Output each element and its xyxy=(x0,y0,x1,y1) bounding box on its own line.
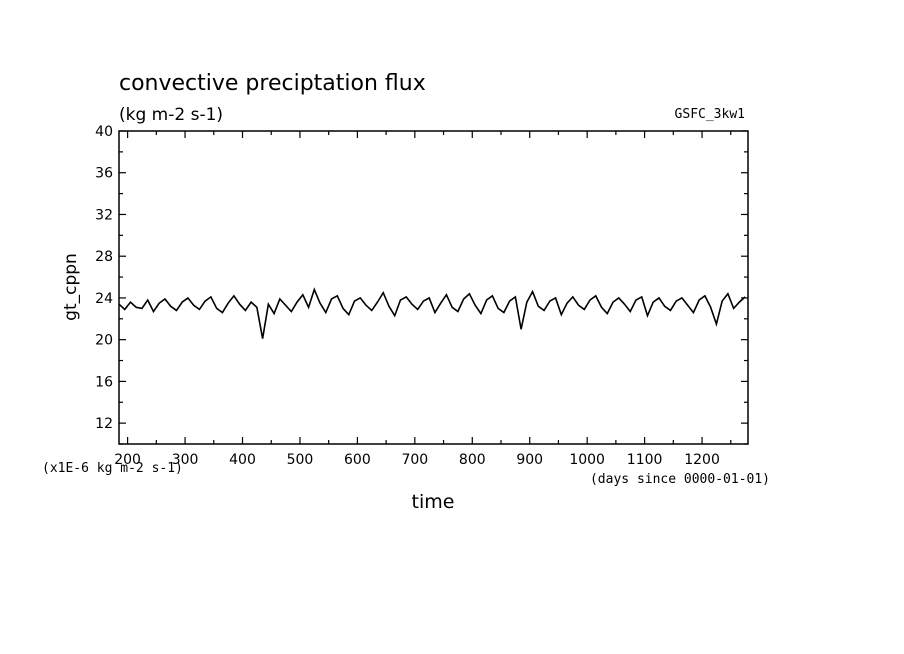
y-axis: 12 16 20 24 28 32 36 40 xyxy=(95,124,748,445)
chart-subtitle: (kg m-2 s-1) xyxy=(119,105,223,125)
x-tick-label: 1000 xyxy=(569,452,605,468)
y-tick-label: 36 xyxy=(95,166,113,182)
y-axis-label: gt_cppn xyxy=(61,253,81,321)
x-tick-label: 800 xyxy=(459,452,486,468)
y-tick-label: 28 xyxy=(95,249,113,265)
y-tick-label: 40 xyxy=(95,124,113,140)
y-tick-label: 12 xyxy=(95,416,113,432)
chart-title: convective preciptation flux xyxy=(119,71,426,96)
x-tick-label: 1100 xyxy=(627,452,663,468)
x-axis-label: time xyxy=(412,491,455,513)
x-tick-label: 900 xyxy=(516,452,543,468)
run-annotation: GSFC_3kw1 xyxy=(675,107,745,122)
series-line-gt-cppn xyxy=(118,287,746,339)
plot-frame xyxy=(118,130,749,445)
x-tick-label: 700 xyxy=(401,452,428,468)
y-unit-label: (x1E-6 kg m-2 s-1) xyxy=(42,461,183,476)
x-tick-label: 200 xyxy=(114,452,141,468)
x-unit-label: (days since 0000-01-01) xyxy=(590,472,770,487)
x-axis: 200 300 400 500 600 700 800 900 1000 1100 1200 xyxy=(114,131,732,468)
x-tick-label: 300 xyxy=(172,452,199,468)
y-tick-label: 16 xyxy=(95,374,113,390)
y-tick-label: 20 xyxy=(95,333,113,349)
x-tick-label: 500 xyxy=(287,452,314,468)
x-tick-label: 1200 xyxy=(684,452,720,468)
x-tick-label: 600 xyxy=(344,452,371,468)
y-tick-label: 32 xyxy=(95,207,113,223)
y-tick-label: 24 xyxy=(95,291,113,307)
x-tick-label: 400 xyxy=(229,452,256,468)
